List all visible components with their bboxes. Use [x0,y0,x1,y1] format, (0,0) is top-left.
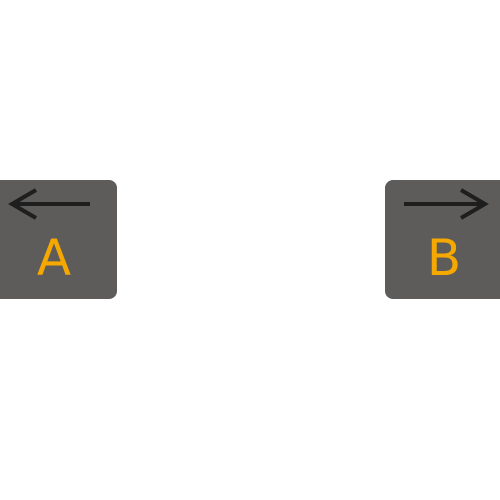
arrow-right-icon [404,188,489,220]
key-a-label: A [36,229,72,287]
key-b-button[interactable]: B [385,180,500,299]
arrow-left-icon [8,188,90,220]
key-b-label: B [426,229,462,287]
key-a-button[interactable]: A [0,180,117,299]
